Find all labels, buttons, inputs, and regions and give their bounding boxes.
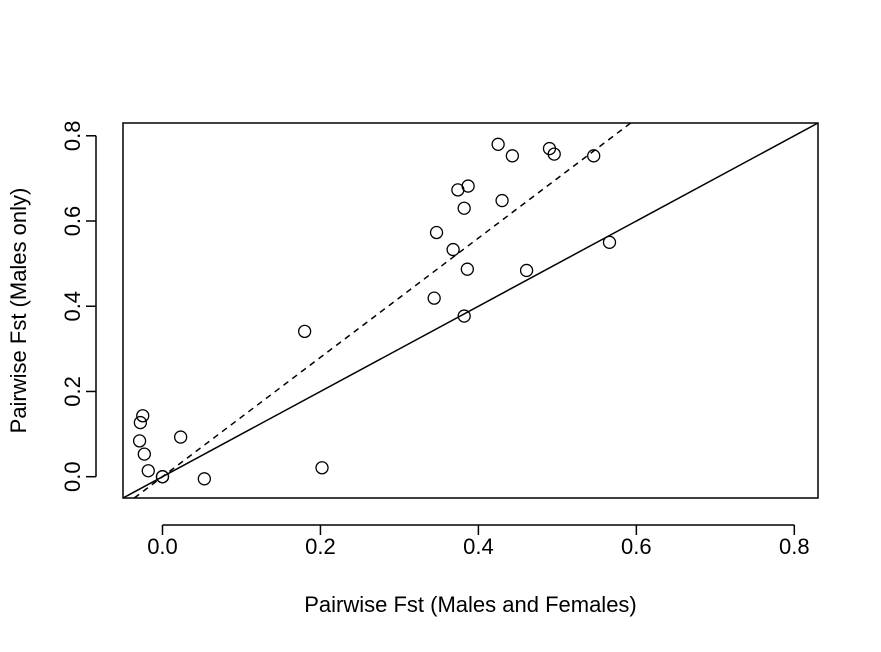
data-point (491, 137, 505, 151)
y-tick-label: 0.6 (60, 206, 85, 237)
data-point (197, 472, 211, 486)
plot-frame (122, 122, 819, 499)
data-point (446, 242, 460, 257)
data-point (602, 235, 617, 249)
y-axis-label: Pairwise Fst (Males only) (6, 188, 31, 434)
x-tick-label: 0.0 (147, 534, 178, 559)
y-tick-label: 0.4 (60, 291, 85, 322)
reference-lines (122, 122, 819, 499)
y-tick-label: 0.0 (60, 461, 85, 492)
data-point (429, 225, 444, 240)
reference-line-dashed (133, 122, 632, 499)
data-point (461, 179, 475, 193)
data-point (174, 430, 188, 444)
data-point (427, 291, 441, 305)
data-points (132, 137, 617, 486)
data-point (141, 464, 155, 478)
data-point (155, 470, 170, 484)
data-point (457, 201, 471, 215)
data-point (547, 147, 561, 161)
data-point (315, 461, 329, 475)
y-axis: 0.0 0.2 0.4 0.6 0.8 (60, 120, 97, 492)
data-point (587, 149, 601, 163)
data-point (460, 262, 474, 276)
data-point (136, 409, 150, 423)
data-point (457, 309, 471, 323)
y-tick-label: 0.2 (60, 376, 85, 407)
x-axis: 0.0 0.2 0.4 0.6 0.8 (147, 524, 810, 559)
data-point (137, 447, 151, 461)
data-point (132, 434, 147, 448)
x-tick-label: 0.4 (463, 534, 494, 559)
reference-line-solid (122, 122, 819, 499)
data-point (495, 193, 509, 208)
y-tick-label: 0.8 (60, 120, 85, 151)
x-axis-label: Pairwise Fst (Males and Females) (304, 592, 637, 617)
data-point (133, 415, 148, 430)
data-point (505, 149, 520, 163)
data-point (297, 324, 312, 339)
x-tick-label: 0.2 (305, 534, 336, 559)
data-point (519, 263, 534, 278)
x-tick-label: 0.8 (779, 534, 810, 559)
x-tick-label: 0.6 (621, 534, 652, 559)
